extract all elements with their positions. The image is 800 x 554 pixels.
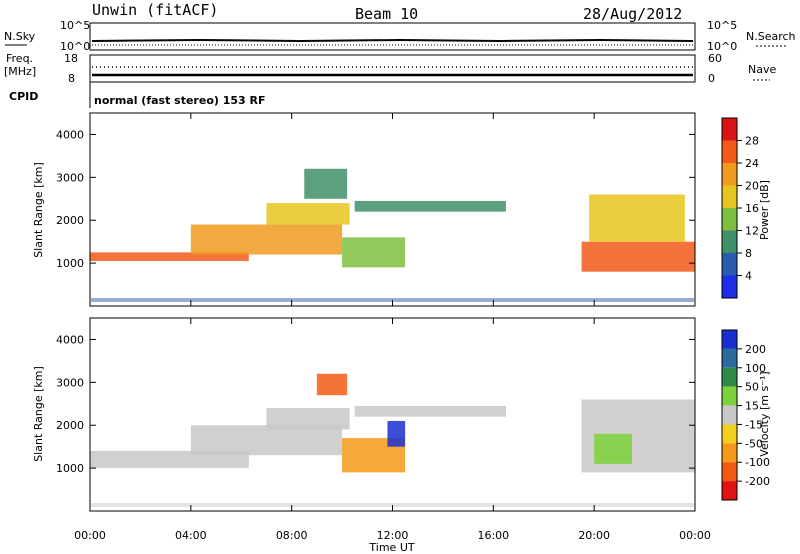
power-yticks: 1000 2000 3000 4000: [56, 128, 695, 270]
power-colorbar-segment: [722, 163, 737, 186]
velocity-colorbar-tick-label: -200: [745, 475, 770, 488]
freq-tick-bottom: 8: [68, 72, 75, 85]
velocity-colorbar-segment: [722, 367, 737, 387]
nave-tick-bottom: 0: [708, 72, 715, 85]
freq-tick-top: 18: [64, 52, 78, 65]
power-echo-band-5: [354, 200, 506, 212]
nsky-trace: [91, 38, 694, 43]
power-colorbar-segment: [722, 185, 737, 208]
velocity-colorbar-tick-label: -15: [745, 418, 763, 431]
x-tick-label: 08:00: [276, 529, 308, 542]
cpid-label: CPID: [9, 90, 38, 103]
velocity-colorbar-tick-label: 15: [745, 400, 759, 413]
nsearch-tick-top: 10^5: [707, 19, 737, 32]
velocity-colorbar-tick-label: 200: [745, 343, 766, 356]
velocity-colorbar-tick-label: -50: [745, 437, 763, 450]
nsearch-label: N.Search: [746, 30, 796, 43]
cpid-panel: CPID normal (fast stereo) 153 RF: [9, 82, 266, 108]
y-tick-label: 3000: [56, 376, 84, 389]
power-ylabel: Slant Range [km]: [32, 162, 45, 258]
power-echo-band-0: [90, 252, 249, 261]
x-tick-label: 00:00: [74, 529, 106, 542]
velocity-colorbar-label: Velocity [m s⁻¹]: [758, 371, 771, 456]
beam-title: Beam 10: [355, 5, 418, 23]
freq-label: Freq.: [6, 52, 33, 65]
nsky-panel: N.Sky 10^5 10^0 10^5 10^0 N.Search: [4, 19, 796, 53]
power-colorbar-tick-label: 28: [745, 135, 759, 148]
freq-unit: [MHz]: [4, 65, 36, 78]
x-tick-label: 04:00: [175, 529, 207, 542]
velocity-colorbar-tick-label: -100: [745, 456, 770, 469]
y-tick-label: 3000: [56, 171, 84, 184]
velocity-colorbar-segment: [722, 443, 737, 463]
cpid-text: normal (fast stereo) 153 RF: [94, 94, 266, 107]
x-tick-label: 16:00: [477, 529, 509, 542]
time-xlabel: Time UT: [368, 541, 414, 554]
power-colorbar-segment: [722, 140, 737, 163]
velocity-colorbar-segment: [722, 462, 737, 482]
velocity-colorbar-segment: [722, 405, 737, 425]
y-tick-label: 1000: [56, 257, 84, 270]
y-tick-label: 1000: [56, 462, 84, 475]
power-colorbar-segment: [722, 253, 737, 276]
velocity-colorbar-segment: [722, 481, 737, 500]
velocity-colorbar-segment: [722, 424, 737, 444]
nsky-label: N.Sky: [4, 30, 36, 43]
power-echo-band-2: [266, 203, 350, 225]
power-colorbar-segment: [722, 208, 737, 231]
nave-tick-top: 60: [708, 52, 722, 65]
power-colorbar-tick-label: 24: [745, 157, 759, 170]
y-tick-label: 4000: [56, 128, 84, 141]
y-tick-label: 2000: [56, 214, 84, 227]
power-colorbar: 4 8 12 16 20 24 28 Power [dB]: [721, 117, 771, 299]
power-panel: 1000 2000 3000 4000 Slant Range [km]: [32, 112, 696, 307]
velocity-colorbar: 200 100 50 15 -15 -50 -100 -200 Velocity [m s⁻¹…: [721, 329, 771, 501]
freq-panel: Freq. [MHz] 18 8 60 0 Nave: [4, 52, 776, 85]
power-colorbar-label: Power [dB]: [758, 180, 771, 240]
velocity-echo-band-3: [316, 373, 348, 396]
nave-label: Nave: [748, 63, 776, 76]
power-echo-band-6: [581, 241, 695, 272]
power-colorbar-tick-label: 16: [745, 202, 759, 215]
velocity-colorbar-segment: [722, 386, 737, 406]
date-title: 28/Aug/2012: [583, 5, 682, 23]
station-title: Unwin (fitACF): [92, 1, 218, 19]
velocity-echo-band-8: [594, 433, 632, 464]
power-echo-band-7: [589, 194, 685, 242]
power-bands: [90, 168, 695, 302]
velocity-colorbar-frame: [721, 329, 738, 501]
nsky-tick-bottom: 10^0: [60, 40, 90, 53]
time-xticks: 00:00 04:00 08:00 12:00 16:00 20:00 00:00: [74, 113, 711, 542]
velocity-colorbar-segment: [722, 348, 737, 368]
power-colorbar-tick-label: 4: [745, 270, 752, 283]
power-colorbar-segment: [722, 230, 737, 253]
power-colorbar-tick-label: 12: [745, 225, 759, 238]
velocity-echo-band-6: [354, 405, 506, 417]
y-tick-label: 4000: [56, 333, 84, 346]
x-tick-label: 12:00: [377, 529, 409, 542]
power-echo-band-3: [304, 168, 348, 199]
velocity-echo-band-5: [387, 420, 406, 447]
nsky-tick-top: 10^5: [60, 19, 90, 32]
velocity-ylabel: Slant Range [km]: [32, 366, 45, 462]
power-echo-band-4: [342, 237, 406, 268]
x-tick-label: 20:00: [578, 529, 610, 542]
velocity-colorbar-segment: [722, 330, 737, 349]
velocity-echo-band-2: [266, 408, 350, 430]
nsearch-tick-bottom: 10^0: [707, 40, 737, 53]
velocity-echo-band-1: [190, 425, 343, 456]
velocity-colorbar-tick-label: 100: [745, 362, 766, 375]
power-colorbar-tick-label: 20: [745, 180, 759, 193]
velocity-bands: [90, 373, 695, 507]
velocity-yticks: 1000 2000 3000 4000: [56, 333, 695, 475]
x-tick-label: 00:00: [679, 529, 711, 542]
power-colorbar-tick-label: 8: [745, 247, 752, 260]
power-colorbar-segment: [722, 118, 737, 141]
power-colorbar-segment: [722, 275, 737, 298]
y-tick-label: 2000: [56, 419, 84, 432]
velocity-colorbar-tick-label: 50: [745, 381, 759, 394]
power-echo-band-1: [190, 224, 343, 255]
